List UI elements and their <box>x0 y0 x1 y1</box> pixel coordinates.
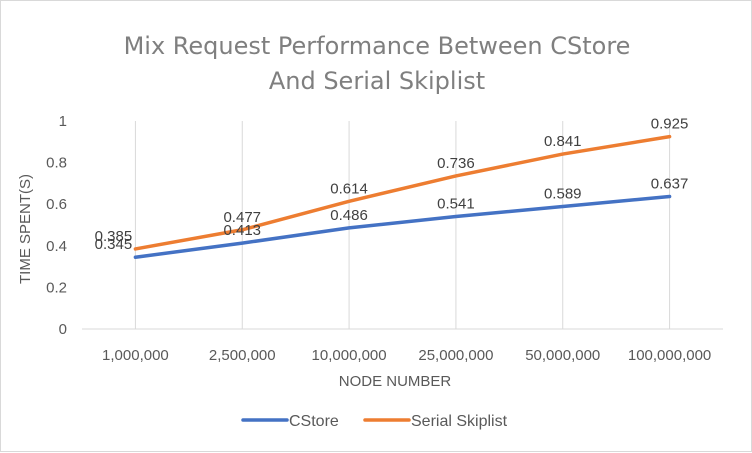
data-label: 0.736 <box>437 155 475 172</box>
legend: CStore Serial Skiplist <box>241 413 508 430</box>
x-tick-label: 10,000,000 <box>312 347 387 364</box>
data-label: 0.925 <box>651 116 689 133</box>
data-label: 0.841 <box>544 133 582 150</box>
series-line-cstore <box>133 194 672 259</box>
data-label: 0.345 <box>95 236 133 253</box>
x-tick-label: 25,000,000 <box>418 347 493 364</box>
data-label: 0.589 <box>544 185 582 202</box>
chart-title-line-2: And Serial Skiplist <box>269 67 485 95</box>
chart-title: Mix Request Performance Between CStore A… <box>124 32 631 95</box>
legend-label: Serial Skiplist <box>411 413 508 430</box>
gridlines <box>134 121 671 329</box>
data-label: 0.614 <box>330 180 368 197</box>
y-tick-label: 0.8 <box>46 155 67 172</box>
y-tick-labels: 0 0.2 0.4 0.6 0.8 1 <box>46 113 67 338</box>
legend-label: CStore <box>289 413 339 430</box>
series-lines <box>133 134 672 259</box>
y-tick-label: 0.4 <box>46 238 67 255</box>
x-tick-label: 50,000,000 <box>525 347 600 364</box>
data-label: 0.541 <box>437 195 475 212</box>
x-tick-label: 2,500,000 <box>209 347 276 364</box>
series-line-serial-skiplist <box>133 134 672 251</box>
y-tick-label: 0.6 <box>46 196 67 213</box>
y-tick-label: 0 <box>59 321 67 338</box>
y-tick-label: 1 <box>59 113 67 130</box>
y-axis-title: TIME SPENT(S) <box>17 174 34 284</box>
data-label: 0.385 <box>95 228 133 245</box>
data-label: 0.486 <box>330 207 368 224</box>
data-label: 0.477 <box>223 209 261 226</box>
data-label: 0.413 <box>223 222 261 239</box>
y-tick-label: 0.2 <box>46 279 67 296</box>
data-label: 0.637 <box>651 176 689 193</box>
chart-title-line-1: Mix Request Performance Between CStore <box>124 32 631 60</box>
x-tick-labels: 1,000,000 2,500,000 10,000,000 25,000,000 50… <box>102 347 711 364</box>
x-tick-label: 1,000,000 <box>102 347 169 364</box>
x-axis-title: NODE NUMBER <box>339 373 452 390</box>
x-tick-label: 100,000,000 <box>628 347 711 364</box>
data-labels: 0.345 0.413 0.486 0.541 0.589 0.637 0.385 0.477… <box>95 116 689 254</box>
